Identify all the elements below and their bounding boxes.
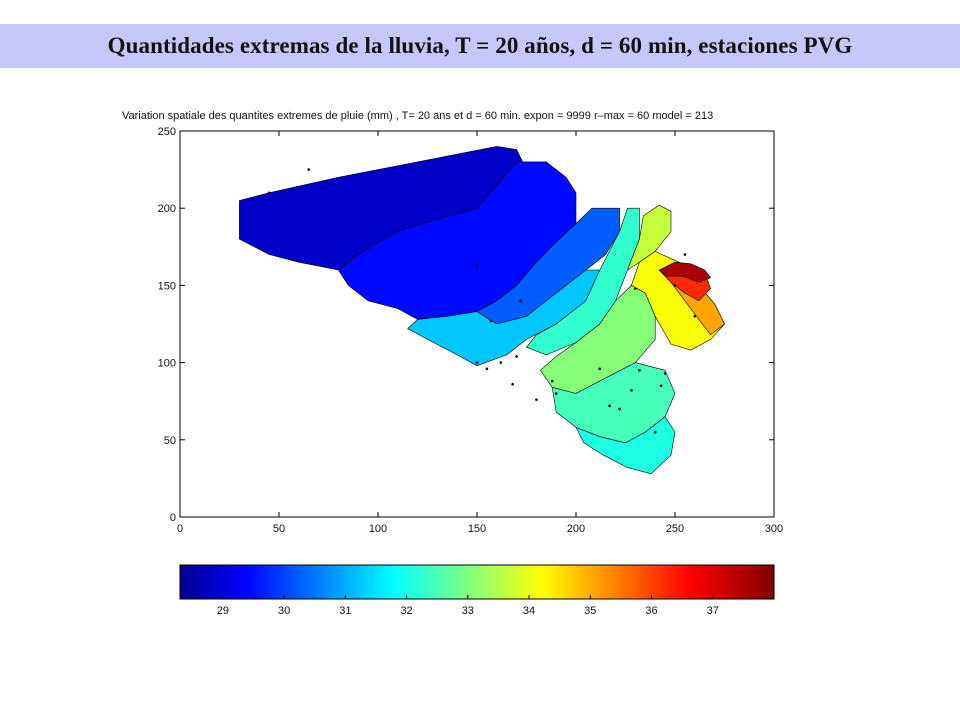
station-marker-15 [638, 369, 641, 372]
colorbar-ticks: 29 30 31 32 33 34 35 36 37 [217, 595, 719, 617]
station-marker-11 [550, 379, 554, 383]
x-tick-label: 100 [369, 523, 387, 535]
contour-zone-12 [658, 261, 711, 283]
station-marker-8 [499, 361, 503, 364]
station-marker-13 [554, 392, 558, 395]
x-tick-label: 0 [177, 523, 183, 535]
colorbar-tick-label: 36 [645, 605, 657, 617]
station-marker-18 [630, 389, 633, 392]
colorbar-tick-label: 33 [462, 605, 474, 617]
station-marker-19 [693, 314, 697, 318]
y-tick-label: 150 [158, 280, 176, 292]
axes: 0 50 100 150 200 250 300 0 50 100 150 200 250 [158, 126, 784, 535]
x-tick-label: 300 [765, 523, 783, 535]
colorbar-tick-label: 32 [400, 605, 412, 617]
colorbar-tick-label: 29 [217, 605, 229, 617]
station-marker-10 [511, 382, 514, 386]
station-marker-24 [634, 287, 637, 290]
y-tick-label: 100 [158, 358, 176, 370]
x-tick-label: 250 [666, 523, 684, 535]
station-marker-0 [267, 191, 271, 195]
station-marker-14 [598, 367, 602, 371]
station-marker-22 [653, 430, 657, 434]
station-marker-1 [307, 168, 311, 171]
y-tick-label: 0 [170, 512, 176, 524]
colorbar-tick-label: 37 [707, 605, 719, 617]
station-marker-16 [608, 404, 611, 408]
x-tick-label: 50 [273, 523, 285, 535]
colorbar-tick-label: 34 [523, 605, 535, 617]
contour-zone-7 [575, 416, 676, 475]
colorbar-tick-label: 30 [278, 605, 290, 617]
station-marker-7 [485, 367, 489, 371]
station-marker-6 [475, 361, 479, 364]
station-marker-17 [618, 407, 621, 411]
station-marker-5 [519, 299, 522, 303]
station-marker-23 [673, 284, 677, 287]
y-tick-label: 200 [158, 203, 176, 215]
station-marker-21 [659, 384, 663, 388]
plot-title: Variation spatiale des quantites extreme… [122, 110, 713, 122]
slide-title-banner: Quantidades extremas de la lluvia, T = 2… [0, 24, 960, 68]
y-tick-label: 250 [158, 126, 176, 138]
station-marker-2 [396, 230, 400, 233]
contour-zones [239, 146, 725, 475]
station-marker-20 [663, 372, 667, 375]
station-marker-4 [489, 319, 493, 323]
slide-title: Quantidades extremas de la lluvia, T = 2… [107, 33, 853, 58]
station-marker-3 [475, 264, 479, 267]
colorbar-tick-label: 35 [584, 605, 596, 617]
station-marker-25 [683, 253, 687, 256]
contour-zone-5 [540, 285, 656, 394]
colorbar-tick-label: 31 [339, 605, 351, 617]
station-marker-9 [515, 355, 518, 358]
x-tick-label: 200 [567, 523, 585, 535]
station-marker-12 [535, 398, 538, 401]
y-tick-label: 50 [164, 435, 176, 447]
colorbar [179, 564, 775, 600]
station-markers [267, 168, 697, 434]
x-tick-label: 150 [468, 523, 486, 535]
